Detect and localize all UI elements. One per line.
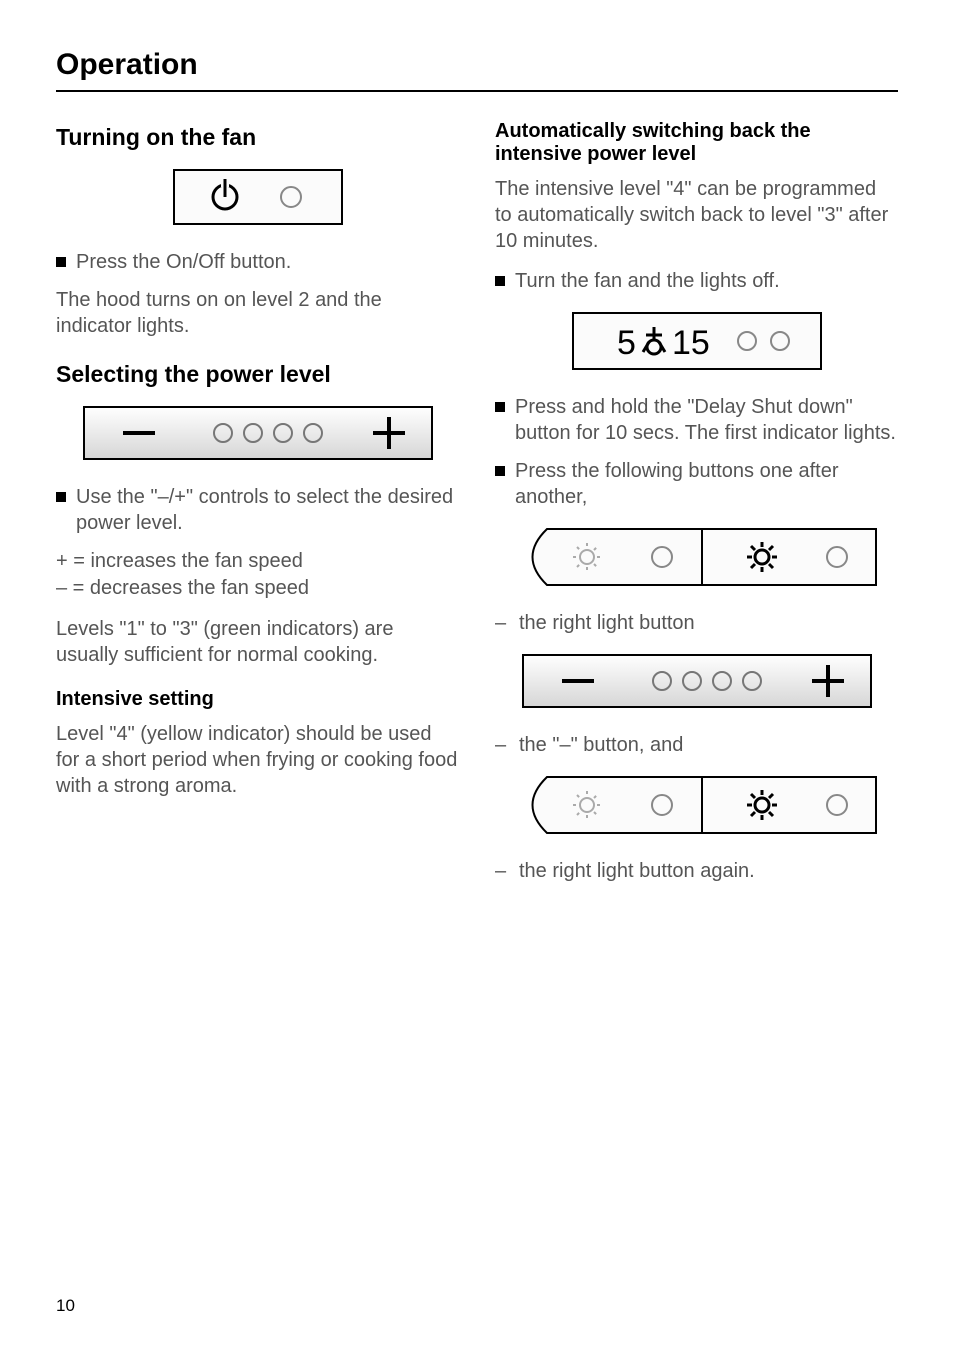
- power-level-panel-icon: [83, 406, 433, 460]
- dash-bullet-icon: –: [495, 858, 509, 884]
- light-panel-icon: [517, 528, 877, 586]
- illustration-power-level: [56, 406, 459, 460]
- bullet-text: the "–" button, and: [519, 732, 683, 758]
- bullet-press-following: Press the following buttons one after an…: [495, 458, 898, 510]
- right-column: Automatically switching back the intensi…: [495, 120, 898, 896]
- bullet-use-controls: Use the "–/+" controls to select the des…: [56, 484, 459, 536]
- page-number: 10: [56, 1296, 75, 1316]
- illustration-light-panel-1: [495, 528, 898, 586]
- display-panel-icon: 5 15: [572, 312, 822, 370]
- bullet-text: the right light button again.: [519, 858, 755, 884]
- text-levels-sufficient: Levels "1" to "3" (green indicators) are…: [56, 616, 459, 668]
- minus-line: – = decreases the fan speed: [56, 575, 459, 602]
- text-intensive: Level "4" (yellow indicator) should be u…: [56, 721, 459, 799]
- bullet-delay-shutdown: Press and hold the "Delay Shut down" but…: [495, 394, 898, 446]
- bullet-text: Press the following buttons one after an…: [515, 458, 898, 510]
- content-columns: Turning on the fan Press the On/Off butt…: [56, 120, 898, 896]
- onoff-panel-icon: [173, 169, 343, 225]
- left-column: Turning on the fan Press the On/Off butt…: [56, 120, 459, 896]
- bullet-text: Use the "–/+" controls to select the des…: [76, 484, 459, 536]
- square-bullet-icon: [56, 257, 66, 267]
- plus-line: + = increases the fan speed: [56, 548, 459, 575]
- light-panel-icon: [517, 776, 877, 834]
- power-level-panel-icon: [522, 654, 872, 708]
- square-bullet-icon: [495, 402, 505, 412]
- square-bullet-icon: [495, 466, 505, 476]
- text-auto-intro: The intensive level "4" can be programme…: [495, 176, 898, 254]
- page-title: Operation: [56, 48, 898, 92]
- bullet-turn-off: Turn the fan and the lights off.: [495, 268, 898, 294]
- dash-right-light-1: – the right light button: [495, 610, 898, 636]
- illustration-power-level-2: [495, 654, 898, 708]
- plus-minus-description: + = increases the fan speed – = decrease…: [56, 548, 459, 602]
- heading-turning-on: Turning on the fan: [56, 124, 459, 151]
- svg-text:5: 5: [617, 324, 636, 362]
- square-bullet-icon: [56, 492, 66, 502]
- heading-intensive-setting: Intensive setting: [56, 688, 459, 711]
- illustration-display-5-15: 5 15: [495, 312, 898, 370]
- heading-selecting-power: Selecting the power level: [56, 361, 459, 388]
- illustration-light-panel-2: [495, 776, 898, 834]
- dash-right-light-2: – the right light button again.: [495, 858, 898, 884]
- bullet-text: Press and hold the "Delay Shut down" but…: [515, 394, 898, 446]
- bullet-text: Turn the fan and the lights off.: [515, 268, 780, 294]
- illustration-onoff: [56, 169, 459, 225]
- dash-minus-button: – the "–" button, and: [495, 732, 898, 758]
- bullet-text: the right light button: [519, 610, 695, 636]
- dash-bullet-icon: –: [495, 732, 509, 758]
- bullet-press-onoff: Press the On/Off button.: [56, 249, 459, 275]
- heading-auto-switch-back: Automatically switching back the intensi…: [495, 120, 898, 166]
- text-hood-turns-on: The hood turns on on level 2 and the ind…: [56, 287, 459, 339]
- dash-bullet-icon: –: [495, 610, 509, 636]
- svg-text:15: 15: [672, 324, 710, 362]
- bullet-text: Press the On/Off button.: [76, 249, 291, 275]
- square-bullet-icon: [495, 276, 505, 286]
